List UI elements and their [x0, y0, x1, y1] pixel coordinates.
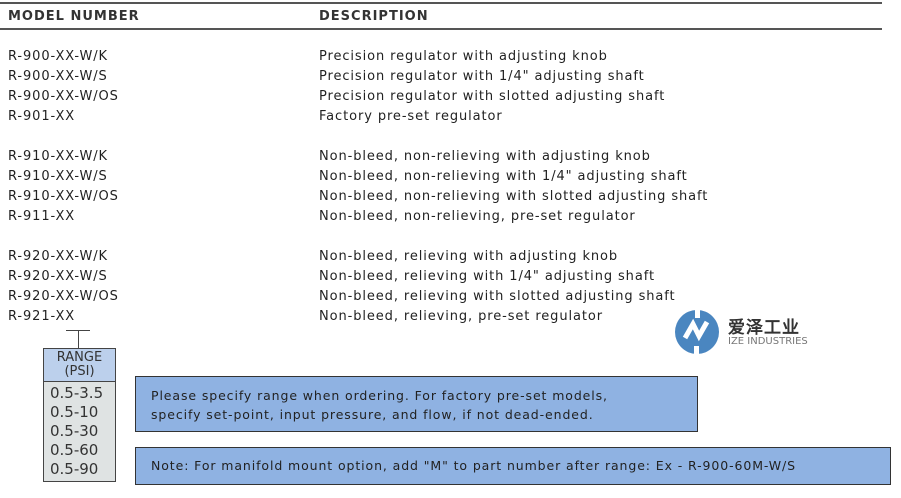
model-number: R-901-XX: [8, 109, 76, 124]
ordering-note: Please specify range when ordering. For …: [135, 376, 698, 432]
logo-english-text: IZE INDUSTRIES: [728, 336, 808, 347]
range-title: RANGE: [56, 350, 103, 365]
model-description: Non-bleed, non-relieving, pre-set regula…: [319, 209, 636, 224]
range-unit: (PSI): [64, 364, 95, 379]
header-rule: [0, 28, 882, 30]
model-number: R-920-XX-W/K: [8, 249, 108, 264]
model-number: R-921-XX: [8, 309, 76, 324]
range-header: RANGE (PSI): [44, 349, 115, 382]
connector-line: [78, 330, 79, 348]
model-number: R-900-XX-W/S: [8, 69, 108, 84]
model-description: Non-bleed, relieving with adjusting knob: [319, 249, 619, 264]
note-line: Please specify range when ordering. For …: [151, 388, 608, 403]
model-description: Non-bleed, non-relieving with slotted ad…: [319, 189, 709, 204]
model-number: R-910-XX-W/K: [8, 149, 108, 164]
model-description: Non-bleed, non-relieving with 1/4" adjus…: [319, 169, 688, 184]
model-description: Precision regulator with 1/4" adjusting …: [319, 69, 645, 84]
model-number: R-910-XX-W/OS: [8, 189, 119, 204]
model-number-header: MODEL NUMBER: [8, 9, 140, 24]
model-description: Non-bleed, relieving with 1/4" adjusting…: [319, 269, 655, 284]
range-value: 0.5-30: [50, 422, 99, 440]
range-value: 0.5-60: [50, 441, 99, 459]
range-value: 0.5-10: [50, 403, 99, 421]
model-description: Precision regulator with slotted adjusti…: [319, 89, 666, 104]
model-description: Precision regulator with adjusting knob: [319, 49, 608, 64]
model-number: R-920-XX-W/S: [8, 269, 108, 284]
ize-logo-icon: [675, 308, 719, 356]
model-number: R-900-XX-W/OS: [8, 89, 119, 104]
model-number: R-900-XX-W/K: [8, 49, 108, 64]
description-header: DESCRIPTION: [319, 9, 429, 24]
model-number: R-910-XX-W/S: [8, 169, 108, 184]
manifold-note: Note: For manifold mount option, add "M"…: [135, 447, 891, 485]
model-number: R-911-XX: [8, 209, 76, 224]
range-value: 0.5-90: [50, 460, 99, 478]
logo-chinese-text: 爱泽工业: [728, 318, 800, 338]
note-line: specify set-point, input pressure, and f…: [151, 407, 594, 422]
range-value: 0.5-3.5: [50, 384, 104, 402]
model-number: R-920-XX-W/OS: [8, 289, 119, 304]
model-description: Factory pre-set regulator: [319, 109, 503, 124]
model-description: Non-bleed, relieving with slotted adjust…: [319, 289, 676, 304]
range-table: RANGE (PSI) 0.5-3.5 0.5-10 0.5-30 0.5-60…: [43, 348, 116, 482]
model-description: Non-bleed, relieving, pre-set regulator: [319, 309, 603, 324]
top-rule: [0, 2, 882, 4]
model-description: Non-bleed, non-relieving with adjusting …: [319, 149, 651, 164]
